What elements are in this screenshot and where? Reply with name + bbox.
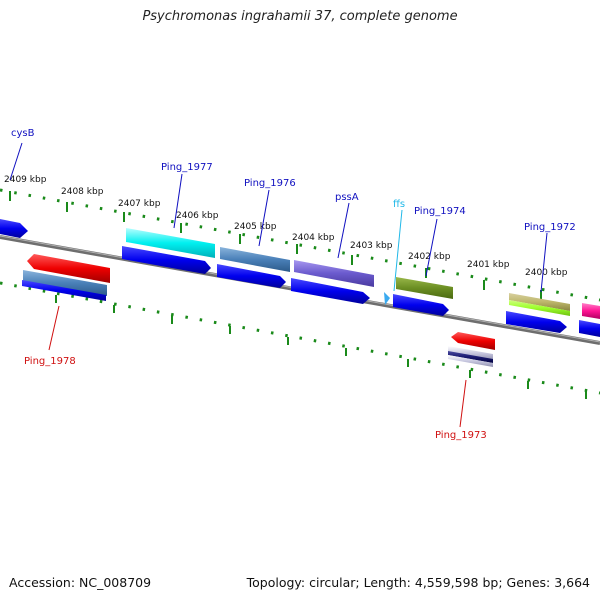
gene-label-ping1972[interactable]: Ping_1972 [524,222,576,233]
gene-ping1976-arrow[interactable] [217,247,290,288]
kbp-label: 2407 kbp [118,199,161,209]
reverse-tick-track [0,281,600,395]
kbp-label: 2403 kbp [350,241,393,251]
gene-pink-arrow[interactable] [579,303,600,337]
gene-ping1973-arrow[interactable] [448,332,495,367]
gene-ping1977-arrow[interactable] [122,228,215,274]
gene-pssA-arrow[interactable] [291,260,374,304]
kbp-label: 2404 kbp [292,233,335,243]
kbp-label: 2406 kbp [176,211,219,221]
reverse-ticks [55,295,587,399]
gene-ping1972-arrow[interactable] [506,293,570,333]
kbp-label: 2408 kbp [61,187,104,197]
accession-text: Accession: NC_008709 [9,575,152,590]
gene-ping1974-arrow[interactable] [393,277,453,316]
leader-ffs [393,209,403,292]
gene-cysB-arrow[interactable] [0,219,28,238]
gene-ffs-arrow[interactable] [384,292,390,305]
gene-label-ping1977[interactable]: Ping_1977 [161,162,213,173]
leader-cysB [9,142,23,181]
kbp-label: 2409 kbp [4,175,47,185]
kbp-label: 2400 kbp [525,268,568,278]
gene-label-ping1978[interactable]: Ping_1978 [24,356,76,367]
leader-ping1977 [173,173,183,229]
gene-label-ping1974[interactable]: Ping_1974 [414,206,466,217]
genome-summary-text: Topology: circular; Length: 4,559,598 bp… [246,575,590,590]
forward-tick-track [0,188,600,302]
leader-ping1978 [48,305,60,351]
leader-ping1972 [540,232,548,293]
genome-title: Psychromonas ingrahamii 37, complete gen… [142,9,458,24]
kbp-label: 2405 kbp [234,222,277,232]
leader-ping1974 [425,218,438,277]
kbp-ticks [9,191,542,300]
kbp-label: 2401 kbp [467,260,510,270]
gene-label-cysB[interactable]: cysB [11,128,35,139]
gene-label-pssA[interactable]: pssA [335,192,359,203]
label-leaders [9,142,548,428]
leader-ping1973 [459,379,467,428]
leader-pssA [337,202,350,259]
gene-label-ping1973[interactable]: Ping_1973 [435,430,487,441]
gene-ping1978-arrow[interactable] [22,254,110,301]
gene-label-ping1976[interactable]: Ping_1976 [244,178,296,189]
leader-ping1976 [258,189,270,247]
gene-label-ffs[interactable]: ffs [393,199,405,210]
